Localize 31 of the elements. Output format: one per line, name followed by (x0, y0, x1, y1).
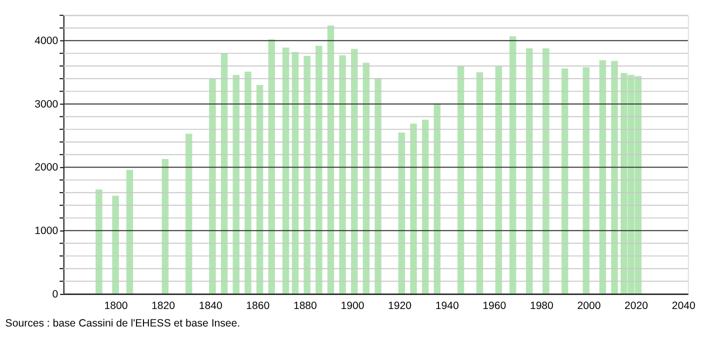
bar (410, 124, 417, 294)
y-tick-label: 3000 (34, 98, 58, 110)
x-tick-label: 1860 (246, 300, 270, 312)
x-tick-label: 1900 (340, 300, 364, 312)
y-tick-label: 0 (52, 288, 58, 300)
y-tick-label: 4000 (34, 35, 58, 48)
y-tick-label: 1000 (34, 224, 58, 237)
bar (611, 60, 618, 294)
bar (244, 72, 252, 294)
x-tick-label: 1940 (435, 300, 459, 312)
bar (339, 55, 346, 294)
x-tick-label: 1840 (198, 300, 222, 312)
bar (304, 56, 310, 294)
bar (374, 78, 382, 294)
y-tick-label: 2000 (34, 162, 58, 174)
x-tick-label: 1800 (104, 300, 128, 312)
x-tick-label: 1960 (482, 300, 506, 312)
x-tick-label: 1920 (388, 300, 412, 312)
bar (268, 39, 275, 294)
bar (209, 78, 216, 294)
source-note: Sources : base Cassini de l'EHESS et base Insee. (5, 318, 240, 330)
bar (316, 46, 322, 294)
x-tick-label: 1880 (293, 300, 318, 312)
x-tick-label: 1980 (530, 300, 554, 312)
x-tick-label: 2000 (577, 300, 601, 312)
x-tick-label: 2020 (624, 300, 648, 312)
x-tick-label: 2040 (672, 300, 696, 312)
bar (542, 48, 550, 294)
x-tick-label: 1820 (152, 300, 176, 312)
bar (112, 196, 119, 294)
bar (96, 189, 102, 294)
